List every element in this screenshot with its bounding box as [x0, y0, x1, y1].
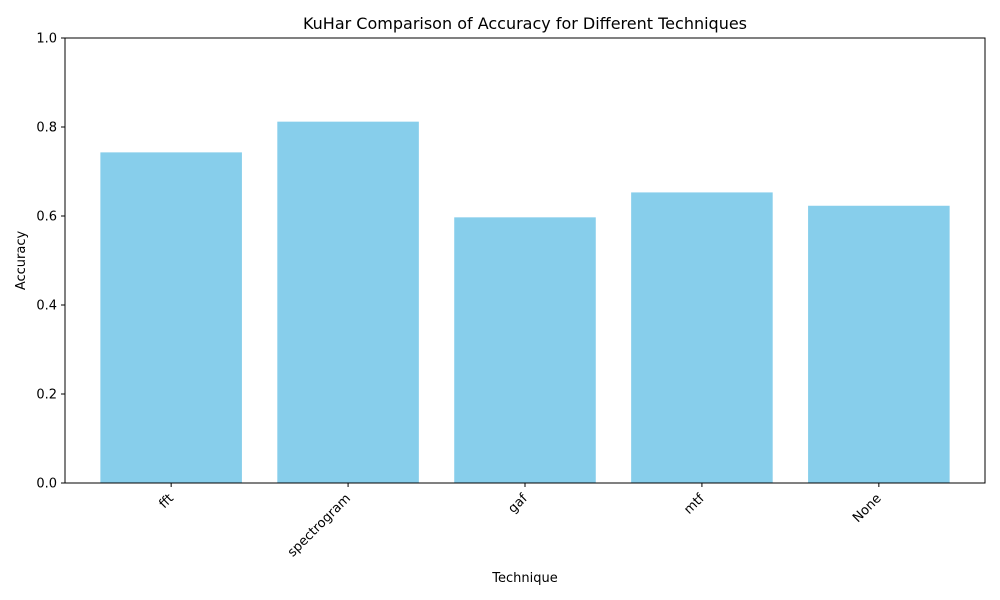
bar-gaf	[454, 217, 596, 483]
x-axis-title: Technique	[491, 571, 557, 586]
y-tick-label: 0.2	[36, 388, 57, 403]
y-tick-label: 0.8	[36, 121, 57, 136]
y-tick-label: 0.4	[36, 299, 57, 314]
bar-mtf	[631, 192, 773, 483]
y-tick-label: 0.6	[36, 210, 57, 225]
y-tick-label: 0.0	[36, 477, 57, 492]
bar-none	[808, 205, 950, 483]
bar-fft	[100, 152, 242, 483]
x-tick-label-none: None	[850, 491, 885, 526]
x-tick-label-gaf: gaf	[506, 491, 532, 517]
x-tick-label-mtf: mtf	[681, 491, 708, 518]
y-tick-label: 1.0	[36, 32, 57, 47]
x-tick-label-fft: fft	[156, 491, 177, 512]
x-tick-label-spectrogram: spectrogram	[285, 491, 354, 560]
y-axis-title: Accuracy	[14, 231, 29, 291]
bars-layer	[100, 121, 950, 483]
bar-spectrogram	[277, 121, 419, 483]
x-axis-ticks: fft spectrogram gaf mtf None	[156, 483, 885, 560]
y-axis-ticks: 0.0 0.2 0.4 0.6 0.8 1.0	[36, 32, 65, 492]
chart-title: KuHar Comparison of Accuracy for Differe…	[303, 14, 747, 33]
